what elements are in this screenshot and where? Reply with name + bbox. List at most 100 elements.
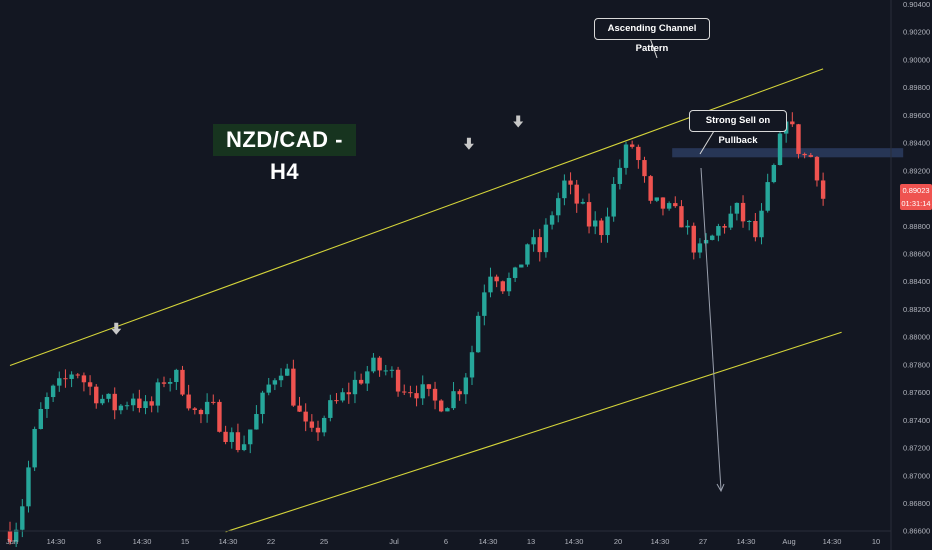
candle-body	[167, 382, 173, 384]
candle-body	[697, 243, 703, 253]
candle-body	[87, 382, 93, 387]
candle-body	[272, 380, 278, 385]
candle-body	[334, 400, 339, 402]
y-tick-label: 0.90000	[903, 55, 930, 64]
candle-body	[759, 210, 764, 238]
candle-body	[673, 203, 678, 207]
candle-body	[223, 431, 228, 442]
x-tick-label: Jun	[6, 537, 18, 546]
candle-body	[44, 397, 50, 409]
candle-body	[740, 202, 746, 222]
candle-body	[260, 392, 265, 415]
last-price-tag: 0.89023 01:31:14	[900, 184, 932, 210]
y-tick-label: 0.87200	[903, 444, 930, 453]
candle-body	[161, 382, 167, 384]
candle-body	[790, 121, 795, 125]
candle-body	[679, 206, 684, 228]
candle-body	[235, 432, 241, 451]
candle-body	[611, 183, 616, 217]
candle-body	[432, 388, 438, 401]
candle-body	[710, 235, 715, 240]
y-tick-label: 0.89800	[903, 83, 930, 92]
touch-arrows	[111, 115, 524, 335]
candle-body	[131, 398, 136, 406]
candle-body	[617, 167, 623, 184]
y-tick-label: 0.88600	[903, 250, 930, 259]
candle-body	[605, 216, 610, 236]
candle-body	[217, 401, 222, 432]
candle-body	[482, 292, 487, 316]
candle-body	[266, 384, 271, 393]
candle-body	[297, 405, 302, 412]
channel-lines	[9, 68, 842, 533]
y-tick-label: 0.88800	[903, 222, 930, 231]
x-tick-label: Jul	[389, 537, 399, 546]
candle-body	[7, 530, 13, 542]
y-tick-label: 0.90200	[903, 28, 930, 37]
candle-body	[808, 155, 813, 157]
candle-body	[248, 429, 253, 445]
candle-body	[358, 379, 364, 384]
candle-body	[124, 405, 130, 407]
candle-body	[543, 224, 549, 253]
candle-body	[303, 411, 308, 422]
candle-body	[371, 357, 376, 372]
candle-body	[118, 405, 124, 411]
candle-body	[377, 357, 382, 371]
candle-body	[623, 144, 629, 168]
candle-body	[574, 184, 579, 204]
bar-countdown: 01:31:14	[901, 199, 930, 208]
x-tick-label: 8	[97, 537, 101, 546]
candle-body	[562, 180, 567, 199]
x-tick-label: 10	[872, 537, 880, 546]
candle-body	[796, 124, 801, 154]
candle-body	[69, 374, 74, 379]
candle-body	[648, 176, 653, 201]
x-tick-label: 14:30	[565, 537, 584, 546]
x-tick-label: 14:30	[479, 537, 498, 546]
candle-body	[593, 220, 598, 227]
y-tick-label: 0.86800	[903, 499, 930, 508]
x-tick-label: 14:30	[219, 537, 238, 546]
x-tick-label: Aug	[782, 537, 795, 546]
x-tick-label: 13	[527, 537, 535, 546]
candle-body	[531, 237, 536, 245]
down-arrow-icon	[111, 322, 122, 335]
candle-body	[586, 202, 592, 227]
candle-body	[186, 394, 191, 409]
time-axis[interactable]: Jun 14:30 8 14:30 15 14:30 22 25 Jul 6 14:30 13 14:3…	[6, 537, 880, 546]
candle-body	[229, 432, 234, 442]
candle-body	[198, 409, 204, 415]
candle-body	[426, 384, 432, 389]
candle-body	[204, 401, 210, 415]
candle-body	[112, 393, 117, 411]
candle-body	[346, 392, 351, 395]
y-tick-label: 0.87800	[903, 360, 930, 369]
candle-body	[439, 400, 444, 412]
candle-body	[820, 180, 826, 199]
candle-body	[285, 368, 290, 376]
price-axis[interactable]: 0.90400 0.90200 0.90000 0.89800 0.89600 0.894…	[903, 0, 930, 536]
x-tick-label: 6	[444, 537, 448, 546]
x-tick-label: 27	[699, 537, 707, 546]
down-arrow-icon	[463, 137, 474, 150]
candle-body	[519, 264, 524, 268]
candle-body	[765, 182, 770, 211]
y-tick-label: 0.90400	[903, 0, 930, 9]
candle-body	[463, 377, 469, 395]
candle-body	[728, 213, 733, 228]
x-tick-label: 14:30	[47, 537, 66, 546]
y-tick-label: 0.87400	[903, 416, 930, 425]
candle-body	[352, 379, 358, 395]
candle-body	[278, 375, 284, 381]
candle-body	[512, 267, 518, 278]
candle-body	[192, 408, 197, 410]
y-tick-label: 0.89600	[903, 111, 930, 120]
candle-body	[666, 203, 672, 209]
candle-body	[660, 197, 666, 209]
candle-body	[703, 239, 709, 244]
projection-arrowhead	[716, 483, 725, 493]
strong-sell-callout: Strong Sell on Pullback	[689, 110, 787, 146]
